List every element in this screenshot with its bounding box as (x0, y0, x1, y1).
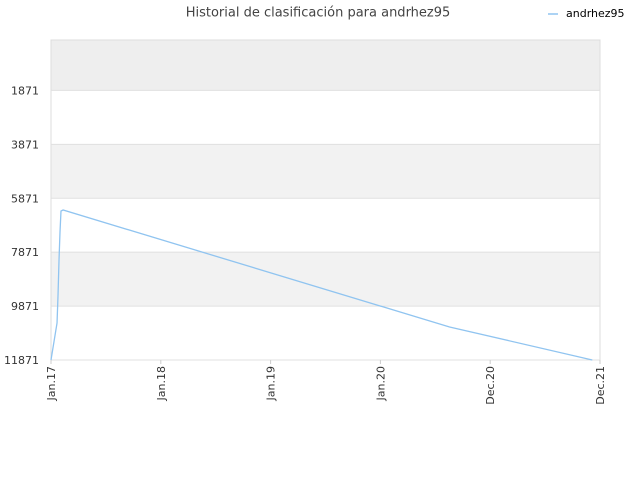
grid-band (51, 144, 600, 199)
x-tick-label: Dec.20 (484, 366, 497, 405)
y-tick-label: 5871 (11, 192, 39, 205)
chart-title: Historial de clasificación para andrhez9… (186, 6, 451, 21)
y-tick-label: 1871 (11, 84, 39, 97)
series-line (50, 209, 593, 361)
grid-band (51, 198, 600, 253)
x-tick-label: Jan.20 (374, 366, 387, 401)
grid-band (51, 90, 600, 145)
y-tick-label: 11871 (4, 354, 39, 367)
x-tick-label: Jan.19 (265, 366, 278, 401)
y-tick-label: 7871 (11, 246, 39, 259)
y-tick-label: 9871 (11, 300, 39, 313)
x-tick-label: Dec.21 (594, 366, 607, 405)
grid-band (51, 306, 600, 360)
grid-band (51, 252, 600, 307)
y-tick-label: 3871 (11, 138, 39, 151)
grid-band (51, 40, 600, 91)
x-tick-label: Jan.17 (45, 366, 58, 401)
legend-label: andrhez95 (566, 7, 625, 20)
x-tick-label: Jan.18 (155, 366, 168, 401)
